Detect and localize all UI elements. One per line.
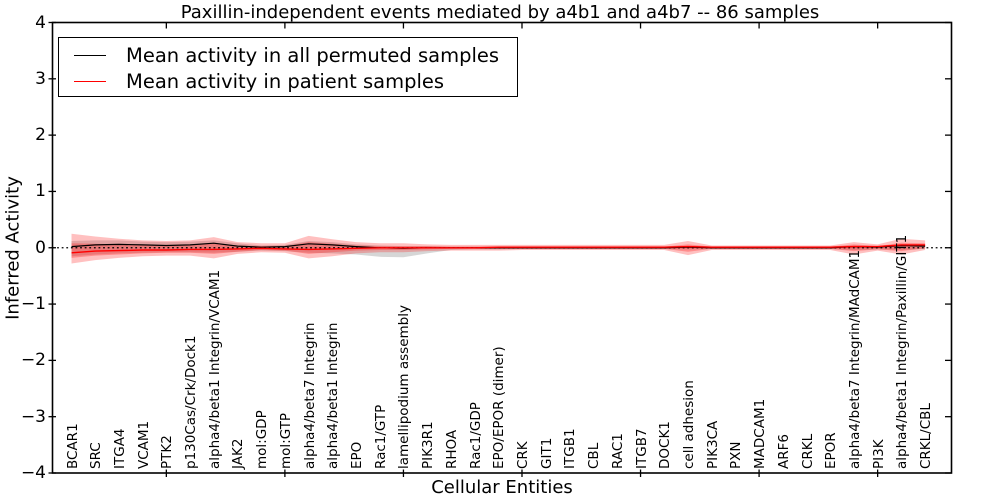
x-entity-label: mol:GDP bbox=[254, 410, 271, 469]
y-tick-label: −4 bbox=[20, 463, 46, 483]
y-tick-label: 0 bbox=[35, 237, 46, 258]
x-entity-label: p130Cas/Crk/Dock1 bbox=[183, 335, 200, 469]
x-entity-label: VCAM1 bbox=[135, 420, 152, 469]
legend-entry-permuted: Mean activity in all permuted samples bbox=[59, 42, 517, 68]
x-entity-label: alpha4/beta1 Integrin bbox=[325, 322, 342, 469]
x-entity-label: ITGB7 bbox=[633, 428, 650, 469]
x-axis-label: Cellular Entities bbox=[431, 477, 573, 498]
x-entity-label: BCAR1 bbox=[64, 423, 81, 469]
y-tick-label: 2 bbox=[35, 125, 46, 146]
x-entity-label: alpha4/beta1 Integrin/VCAM1 bbox=[206, 269, 223, 469]
x-entity-label: EPO bbox=[349, 441, 366, 469]
band-permuted-samples-spread bbox=[71, 240, 926, 258]
x-entity-label: CRK bbox=[514, 441, 531, 469]
x-entity-label: EPO/EPOR (dimer) bbox=[491, 346, 508, 469]
x-entity-label: PI3K bbox=[870, 439, 887, 469]
y-tick-label: −2 bbox=[20, 350, 46, 371]
x-entity-label: EPOR bbox=[823, 432, 840, 469]
series-line-patient bbox=[71, 244, 926, 254]
x-entity-label: Rac1/GDP bbox=[467, 402, 484, 469]
band-patient-samples-spread-inner bbox=[71, 242, 926, 258]
x-entity-label: CBL bbox=[586, 442, 603, 469]
x-entity-label: alpha4/beta7 Integrin bbox=[301, 322, 318, 469]
x-entity-label: RHOA bbox=[443, 429, 460, 469]
legend: Mean activity in all permuted samples Me… bbox=[58, 37, 518, 97]
x-entity-label: PIK3CA bbox=[704, 420, 721, 469]
x-entity-label: GIT1 bbox=[538, 437, 555, 469]
x-entity-label: PIK3R1 bbox=[420, 421, 437, 469]
y-tick-label: 4 bbox=[35, 12, 46, 33]
legend-line-permuted bbox=[74, 54, 106, 56]
chart-title: Paxillin-independent events mediated by … bbox=[180, 2, 820, 23]
x-entity-label: ARF6 bbox=[775, 434, 792, 469]
x-entity-label: PXN bbox=[728, 441, 745, 470]
x-entity-label: alpha4/beta7 Integrin/MAdCAM1 bbox=[846, 249, 863, 469]
y-tick-label: −1 bbox=[20, 294, 46, 315]
x-entity-label: ITGB1 bbox=[562, 428, 579, 469]
legend-label-permuted: Mean activity in all permuted samples bbox=[126, 43, 500, 67]
x-entity-label: ITGA4 bbox=[111, 428, 128, 469]
x-entity-label: SRC bbox=[88, 442, 105, 469]
legend-label-patient: Mean activity in patient samples bbox=[126, 69, 445, 93]
legend-entry-patient: Mean activity in patient samples bbox=[59, 68, 517, 94]
x-entity-label: lamellipodium assembly bbox=[396, 305, 413, 469]
legend-line-patient bbox=[74, 80, 106, 82]
x-entity-label: Rac1/GTP bbox=[372, 404, 389, 469]
y-tick-label: 1 bbox=[35, 181, 46, 202]
x-entity-label: mol:GTP bbox=[277, 412, 294, 469]
y-tick-label: −3 bbox=[20, 406, 46, 427]
x-entity-label: RAC1 bbox=[609, 433, 626, 469]
y-tick-label: 3 bbox=[35, 68, 46, 89]
x-entity-label: JAK2 bbox=[230, 438, 247, 469]
x-entity-label: CRKL bbox=[799, 433, 816, 469]
x-entity-label: DOCK1 bbox=[657, 421, 674, 469]
x-entity-label: cell adhesion bbox=[680, 380, 697, 469]
x-entity-label: CRKL/CBL bbox=[918, 403, 935, 469]
x-entity-label: alpha4/beta1 Integrin/Paxillin/GIT1 bbox=[894, 234, 911, 469]
band-patient-samples-spread-outer bbox=[71, 233, 926, 264]
x-entity-label: PTK2 bbox=[159, 435, 176, 469]
x-entity-label: MADCAM1 bbox=[752, 398, 769, 469]
